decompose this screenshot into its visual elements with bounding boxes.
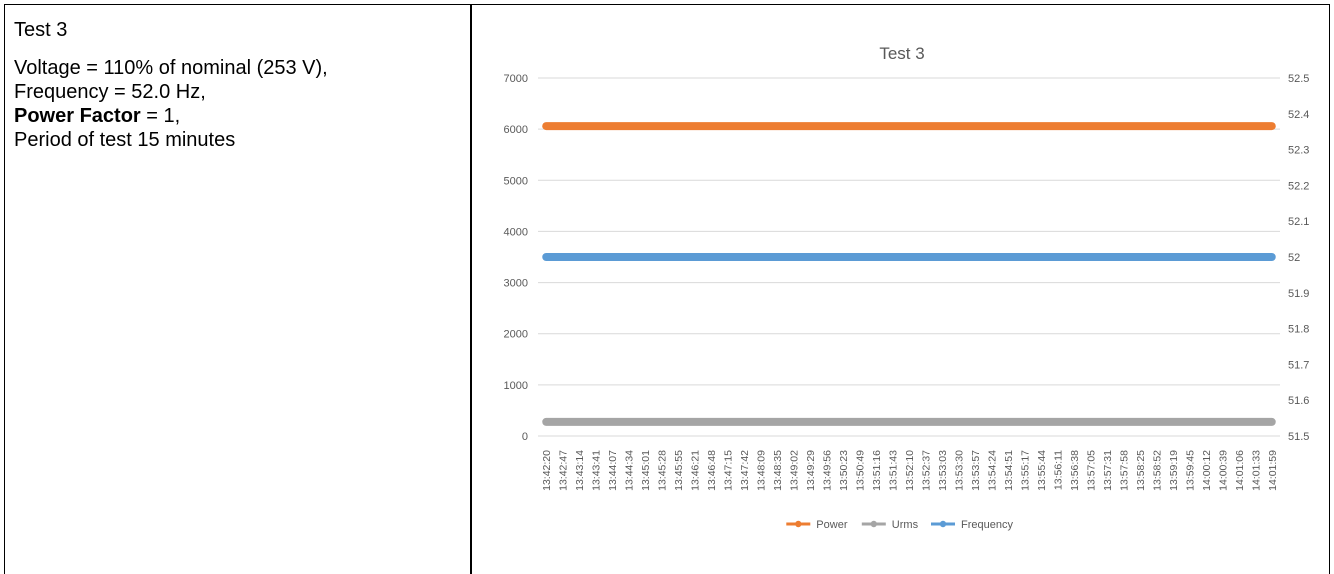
x-tick-label: 13:54:51: [1003, 450, 1015, 491]
x-tick-label: 13:43:41: [591, 450, 603, 491]
legend-label-frequency: Frequency: [961, 519, 1013, 531]
x-tick-label: 13:51:43: [888, 450, 900, 491]
x-tick-label: 13:57:31: [1102, 450, 1114, 491]
power-factor-label: Power Factor: [14, 105, 141, 127]
series-lines: [542, 122, 1276, 426]
x-tick-label: 13:42:20: [541, 450, 553, 491]
right-tick-label: 52.2: [1288, 180, 1309, 192]
x-tick-label: 13:42:47: [558, 450, 570, 491]
right-tick-label: 51.5: [1288, 431, 1309, 443]
x-tick-label: 13:45:28: [657, 450, 669, 491]
x-tick-label: 14:00:12: [1201, 450, 1213, 491]
x-tick-label: 14:01:59: [1267, 450, 1279, 491]
x-tick-label: 13:52:10: [904, 450, 916, 491]
x-tick-label: 13:55:44: [1036, 450, 1048, 491]
x-tick-label: 13:49:29: [805, 450, 817, 491]
power-factor-line: Power Factor = 1,: [14, 104, 454, 128]
x-tick-label: 13:51:16: [871, 450, 883, 491]
x-tick-label: 13:52:37: [920, 450, 932, 491]
x-tick-label: 13:53:57: [970, 450, 982, 491]
x-tick-label: 13:47:42: [739, 450, 751, 491]
x-tick-label: 14:00:39: [1217, 450, 1229, 491]
x-tick-label: 13:44:34: [624, 450, 636, 491]
content-table: [4, 4, 1330, 574]
x-tick-label: 13:46:48: [706, 450, 718, 491]
right-tick-label: 52.5: [1288, 73, 1309, 85]
x-tick-label: 13:46:21: [690, 450, 702, 491]
x-tick-label: 13:53:30: [953, 450, 965, 491]
left-tick-label: 2000: [504, 329, 528, 341]
power-factor-value: = 1,: [140, 105, 181, 127]
x-tick-label: 13:47:15: [723, 450, 735, 491]
x-tick-label: 13:50:49: [855, 450, 867, 491]
x-tick-label: 13:57:05: [1085, 450, 1097, 491]
x-tick-label: 13:56:11: [1052, 450, 1064, 490]
x-tick-label: 13:59:45: [1184, 450, 1196, 491]
x-tick-label: 13:45:01: [640, 450, 652, 491]
x-tick-label: 13:49:56: [822, 450, 834, 491]
x-tick-label: 13:49:02: [789, 450, 801, 491]
legend-label-power: Power: [816, 519, 848, 531]
gridlines: [538, 77, 1280, 437]
x-tick-label: 13:58:52: [1151, 450, 1163, 491]
right-tick-label: 51.9: [1288, 288, 1309, 300]
x-tick-label: 13:43:14: [574, 450, 586, 491]
voltage-line: Voltage = 110% of nominal (253 V),: [14, 57, 328, 79]
right-tick-label: 52.1: [1288, 216, 1309, 228]
x-tick-label: 13:48:09: [756, 450, 768, 491]
right-tick-label: 52.4: [1288, 109, 1309, 121]
right-tick-label: 51.6: [1288, 395, 1309, 407]
x-tick-label: 13:48:35: [772, 450, 784, 491]
left-tick-label: 6000: [504, 124, 528, 136]
x-tick-label: 13:59:19: [1168, 450, 1180, 491]
x-tick-label: 13:55:17: [1019, 450, 1031, 491]
left-axis-ticks: 0 1000 2000 3000 4000 5000 6000 7000: [504, 73, 528, 443]
cell-divider: [470, 5, 472, 574]
period-line: Period of test 15 minutes: [14, 129, 236, 151]
left-tick-label: 7000: [504, 73, 528, 85]
x-tick-label: 13:57:58: [1118, 450, 1130, 491]
x-tick-label: 13:53:03: [937, 450, 949, 491]
x-tick-label: 13:44:07: [607, 450, 619, 491]
legend: Power Urms Frequency: [786, 519, 1013, 531]
left-tick-label: 1000: [504, 380, 528, 392]
frequency-line: Frequency = 52.0 Hz,: [14, 81, 206, 103]
legend-label-urms: Urms: [892, 519, 919, 531]
chart-title: Test 3: [879, 44, 924, 63]
left-tick-label: 0: [522, 431, 528, 443]
test-heading: Test 3: [14, 19, 68, 41]
legend-marker-frequency: [939, 520, 947, 528]
left-tick-label: 5000: [504, 175, 528, 187]
x-axis-ticks: 13:42:20 13:42:47 13:43:14 13:43:41 13:44:07…: [541, 450, 1279, 491]
x-tick-label: 13:45:55: [673, 450, 685, 491]
x-tick-label: 13:54:24: [986, 450, 998, 491]
left-tick-label: 3000: [504, 278, 528, 290]
x-tick-label: 13:50:23: [838, 450, 850, 491]
right-tick-label: 52.3: [1288, 145, 1309, 157]
x-tick-label: 13:56:38: [1069, 450, 1081, 491]
x-tick-label: 14:01:06: [1234, 450, 1246, 491]
right-axis-ticks: 51.5 51.6 51.7 51.8 51.9 52 52.1 52.2 52.3 52.4 52…: [1288, 73, 1309, 443]
test-3-chart: Test 3 0 1000 2000 3000 4000 5000 6000 7000 51.…: [504, 44, 1310, 531]
left-tick-label: 4000: [504, 226, 528, 238]
x-tick-label: 14:01:33: [1250, 450, 1262, 491]
legend-marker-power: [795, 520, 802, 528]
right-tick-label: 51.7: [1288, 359, 1309, 371]
x-tick-label: 13:58:25: [1135, 450, 1147, 491]
legend-marker-urms: [870, 520, 877, 528]
right-tick-label: 51.8: [1288, 324, 1309, 336]
right-tick-label: 52: [1288, 252, 1300, 264]
test-description: Test 3 Voltage = 110% of nominal (253 V)…: [14, 18, 454, 152]
